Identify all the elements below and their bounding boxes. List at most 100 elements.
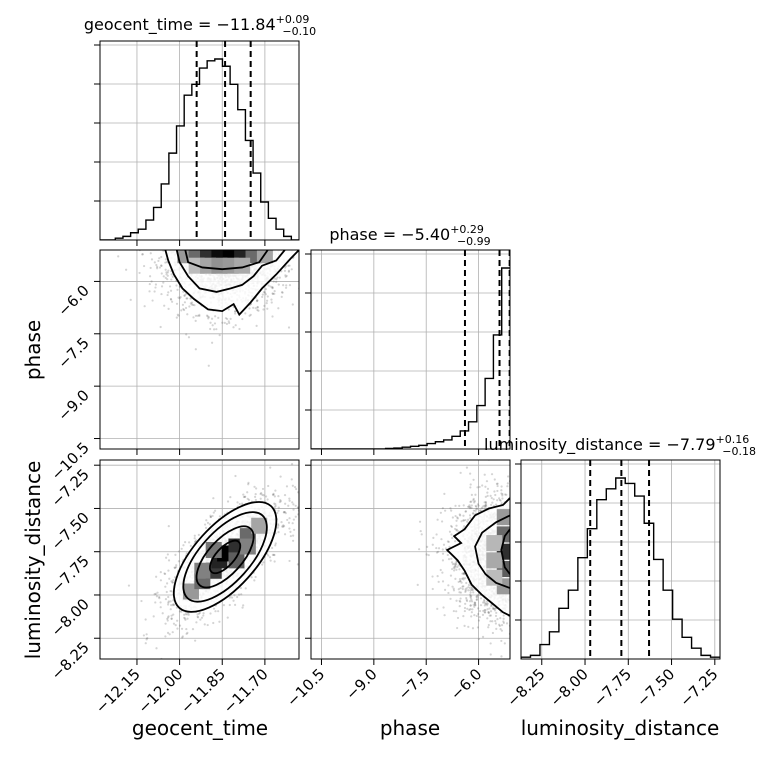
sample-point: [183, 541, 187, 544]
sample-point: [160, 264, 163, 267]
sample-point: [156, 591, 159, 594]
sample-point: [271, 286, 274, 289]
sample-point: [166, 274, 169, 277]
sample-point: [198, 313, 201, 316]
sample-point: [459, 471, 462, 474]
sample-point: [473, 500, 476, 503]
sample-point: [500, 489, 503, 492]
sample-point: [274, 503, 277, 506]
sample-point: [315, 523, 317, 525]
sample-point: [148, 290, 151, 293]
sample-point: [308, 270, 310, 272]
hist-panel-luminosity_distance-content: [521, 460, 720, 659]
sample-point: [454, 565, 457, 568]
sample-point: [458, 568, 461, 571]
sample-point: [166, 271, 169, 274]
sample-point: [452, 569, 456, 572]
sample-point: [247, 481, 250, 485]
sample-point: [176, 627, 179, 630]
sample-point: [212, 621, 215, 625]
sample-point: [197, 533, 200, 536]
sample-point: [449, 597, 452, 600]
hist-panel-geocent_time: [100, 41, 299, 240]
sample-point: [260, 492, 263, 495]
sample-point: [435, 533, 438, 536]
sample-point: [159, 601, 162, 604]
density-cell-top-9: [228, 552, 245, 569]
sample-point: [472, 591, 475, 594]
sample-point: [469, 608, 472, 611]
sample-point: [489, 610, 493, 613]
sample-point: [302, 268, 304, 270]
sample-point: [167, 291, 170, 294]
sample-point: [234, 474, 237, 478]
sample-point: [256, 305, 259, 309]
sample-point: [292, 539, 295, 542]
sample-point: [166, 617, 169, 620]
sample-point: [176, 619, 179, 622]
sample-point: [184, 293, 187, 296]
sample-point: [469, 595, 472, 598]
sample-point: [253, 579, 256, 582]
sample-point: [441, 571, 444, 574]
sample-point: [167, 615, 170, 618]
sample-point: [255, 487, 258, 490]
sample-point: [284, 275, 287, 278]
sample-point: [455, 561, 458, 564]
sample-point: [218, 515, 221, 518]
sample-point: [266, 498, 269, 501]
sample-point: [269, 285, 272, 288]
sample-point: [140, 599, 143, 603]
sample-point: [174, 553, 177, 556]
sample-point: [304, 505, 306, 507]
sample-point: [187, 613, 190, 616]
sample-point: [496, 499, 499, 502]
sample-point: [448, 530, 452, 533]
sample-point: [238, 327, 241, 331]
sample-point: [184, 306, 188, 310]
sample-point: [465, 466, 469, 469]
sample-point: [443, 492, 446, 495]
sample-point: [436, 607, 439, 610]
sample-point: [259, 497, 262, 500]
sample-point: [163, 572, 166, 575]
density-cell-top-11: [239, 538, 256, 555]
sample-point: [182, 290, 185, 293]
sample-point: [494, 607, 497, 610]
sample-point: [271, 286, 274, 289]
sample-point: [174, 624, 177, 627]
sample-point: [246, 491, 249, 494]
ytick-label-luminosity_distance-3: −7.50: [48, 509, 93, 554]
sample-point: [206, 521, 210, 524]
sample-point: [158, 597, 161, 600]
sample-point: [255, 324, 258, 327]
sample-point: [460, 577, 464, 580]
sample-point: [464, 602, 467, 605]
sample-point: [181, 635, 184, 638]
sample-point: [166, 582, 169, 585]
sample-point: [288, 284, 292, 287]
sample-point: [264, 293, 267, 296]
sample-point: [239, 586, 242, 590]
sample-point: [463, 606, 467, 610]
sample-point: [159, 325, 162, 329]
sample-point: [460, 520, 463, 523]
hist-line-phase: [311, 267, 510, 449]
sample-point: [269, 466, 272, 469]
sample-point: [165, 273, 168, 276]
sample-point: [273, 289, 276, 293]
sample-point: [459, 597, 462, 600]
sample-point: [212, 497, 215, 500]
sample-point: [499, 499, 502, 502]
sample-point: [274, 504, 277, 508]
sample-point: [146, 637, 149, 640]
sample-point: [500, 623, 504, 627]
sample-point: [167, 269, 170, 272]
sample-point: [172, 613, 175, 616]
sample-point: [454, 504, 457, 507]
sample-point: [271, 315, 274, 318]
sample-point: [277, 531, 280, 534]
sample-point: [181, 636, 184, 639]
sample-point: [173, 576, 177, 579]
sample-point: [471, 627, 475, 630]
